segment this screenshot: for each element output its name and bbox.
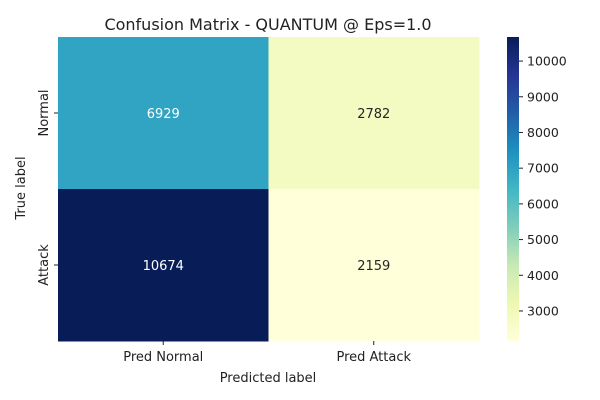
cell-value-label: 2782 <box>357 107 390 122</box>
colorbar-tick-label: 8000 <box>527 125 559 140</box>
heatmap-cell <box>58 37 269 190</box>
y-tick-label: Normal <box>37 89 52 136</box>
colorbar-tick-label: 7000 <box>527 161 559 176</box>
heatmap-cell <box>268 189 480 342</box>
colorbar-tick-label: 9000 <box>527 89 559 104</box>
heatmap-cell <box>58 189 269 342</box>
colorbar-tick-label: 4000 <box>527 268 559 283</box>
colorbar-tick-label: 6000 <box>527 196 559 211</box>
chart-title: Confusion Matrix - QUANTUM @ Eps=1.0 <box>104 15 431 34</box>
cell-value-label: 10674 <box>143 259 184 274</box>
heatmap-cell <box>268 37 480 190</box>
colorbar-tick-label: 3000 <box>527 303 559 318</box>
cell-value-label: 2159 <box>357 259 390 274</box>
x-axis-label: Predicted label <box>220 371 317 386</box>
colorbar-ticks: 3000 4000 5000 6000 7000 8000 9000 10000 <box>519 54 567 318</box>
heatmap-cell-labels: 6929 2782 10674 2159 <box>143 107 391 274</box>
colorbar <box>507 37 519 341</box>
y-axis-ticks: Normal Attack <box>37 89 58 286</box>
x-tick-label: Pred Attack <box>336 350 411 365</box>
colorbar-tick-label: 5000 <box>527 232 559 247</box>
colorbar-tick-label: 10000 <box>527 54 567 69</box>
heatmap-cells <box>58 37 480 342</box>
y-tick-label: Attack <box>37 244 52 286</box>
y-axis-label: True label <box>14 156 29 220</box>
cell-value-label: 6929 <box>147 107 180 122</box>
x-axis-ticks: Pred Normal Pred Attack <box>123 341 411 365</box>
x-tick-label: Pred Normal <box>123 350 203 365</box>
